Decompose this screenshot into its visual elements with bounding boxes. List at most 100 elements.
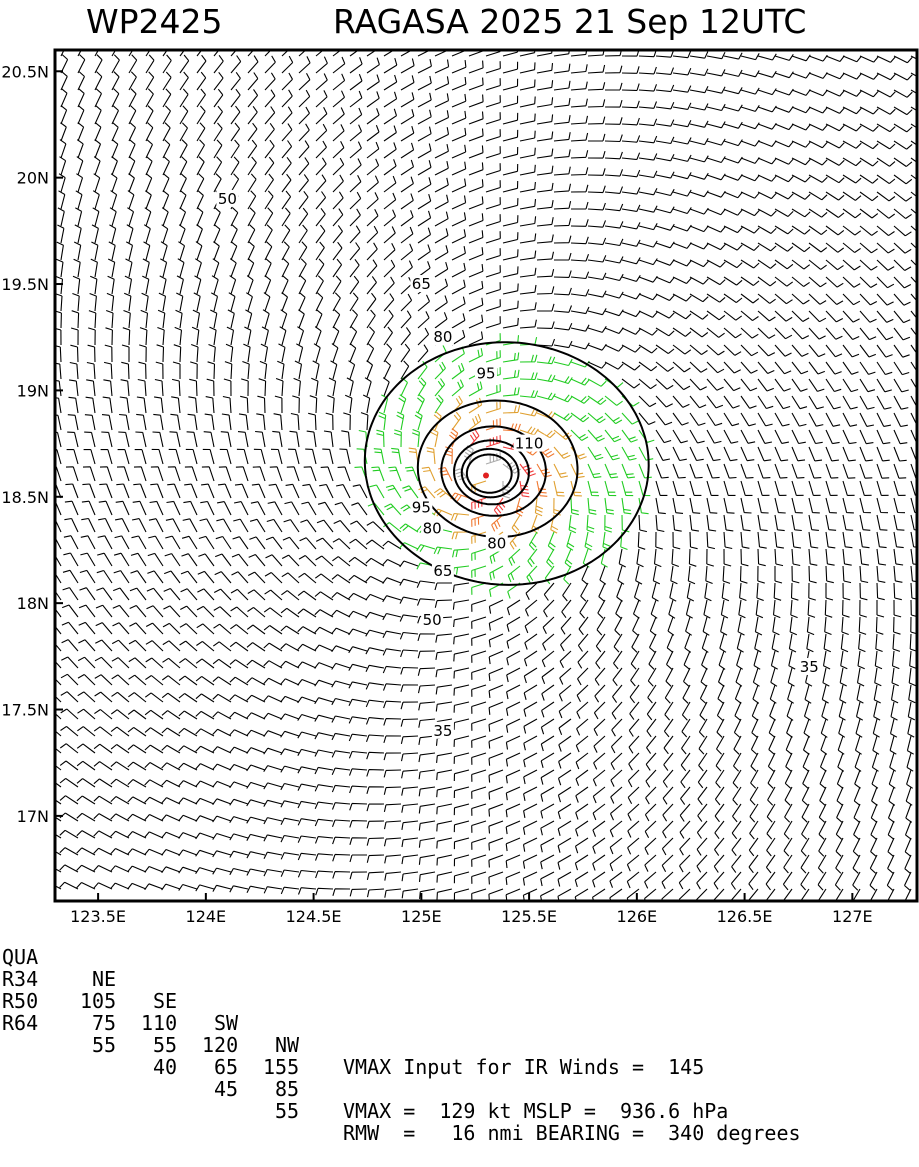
wind-barb <box>655 293 675 301</box>
wind-barb <box>315 157 327 176</box>
wind-barb <box>621 187 641 195</box>
wind-barb <box>160 258 168 278</box>
wind-barb <box>315 241 325 261</box>
wind-barb <box>570 81 588 91</box>
wind-barb <box>383 142 397 159</box>
wind-barb <box>76 173 84 193</box>
wind-barb <box>604 134 623 143</box>
wind-barb <box>788 650 796 670</box>
wind-barb <box>839 684 847 704</box>
wind-barb <box>536 114 554 125</box>
wind-barb <box>399 542 419 550</box>
wind-barb <box>297 766 317 774</box>
wind-barb <box>557 786 572 803</box>
wind-barb <box>161 224 169 244</box>
wind-barb <box>782 871 793 891</box>
wind-barb <box>258 378 267 397</box>
wind-barb <box>858 633 866 653</box>
wind-barb <box>662 769 674 788</box>
wind-barb <box>178 849 198 857</box>
wind-barb <box>417 294 431 312</box>
wind-barb <box>417 311 430 329</box>
wind-barb <box>817 888 827 901</box>
wind-barb <box>575 820 589 837</box>
wind-barb <box>543 599 555 618</box>
wind-barb <box>546 548 555 568</box>
wind-barb <box>451 363 465 380</box>
wind-barb <box>263 730 283 737</box>
wind-barb <box>519 96 536 108</box>
wind-barb <box>621 378 641 389</box>
wind-barb <box>766 837 776 857</box>
wind-barb <box>280 643 300 652</box>
wind-barb <box>281 241 290 261</box>
wind-barb <box>102 396 113 414</box>
wind-barb <box>706 480 719 496</box>
wind-barb <box>672 276 692 284</box>
wind-barb <box>286 466 300 482</box>
contour-65 <box>440 425 547 517</box>
wind-barb <box>164 553 181 567</box>
wind-barb <box>876 242 895 254</box>
wind-barb <box>417 394 425 414</box>
wind-barb <box>277 360 285 380</box>
wind-barb <box>366 242 378 261</box>
wind-barb <box>315 140 327 159</box>
wind-barb <box>366 276 377 295</box>
wind-barb <box>232 536 249 550</box>
wind-barb <box>740 242 760 251</box>
wind-barb <box>248 553 266 567</box>
wind-barb <box>55 590 62 601</box>
wind-barb <box>587 290 607 298</box>
wind-barb <box>229 258 237 278</box>
wind-barb <box>739 565 748 584</box>
wind-barb <box>281 275 289 295</box>
wind-barb <box>485 163 501 176</box>
wind-barb <box>264 190 274 210</box>
wind-barb <box>757 429 773 444</box>
wind-barb <box>570 497 579 516</box>
wind-barb <box>593 735 606 753</box>
wind-barb <box>842 565 852 584</box>
wind-barb <box>315 174 327 193</box>
wind-barb <box>893 106 913 116</box>
wind-barb <box>630 667 640 687</box>
wind-barb <box>280 817 300 825</box>
wind-barb <box>195 763 215 771</box>
wind-barb <box>706 225 726 233</box>
wind-barb <box>110 848 130 856</box>
wind-barb <box>672 480 685 496</box>
wind-barb <box>808 378 825 392</box>
wind-barb <box>331 592 351 601</box>
wind-barb <box>55 747 62 754</box>
wind-barb <box>136 396 147 414</box>
wind-barb <box>570 167 589 176</box>
wind-barb <box>212 711 232 720</box>
wind-barb <box>383 735 402 744</box>
wind-barb <box>655 241 675 249</box>
wind-barb <box>264 589 283 601</box>
wind-barb <box>313 343 321 363</box>
wind-barb <box>910 140 917 146</box>
wind-barb <box>471 497 487 510</box>
wind-barb <box>143 224 151 244</box>
wind-barb <box>574 854 589 871</box>
wind-barb <box>858 616 867 635</box>
wind-barb <box>331 645 351 653</box>
wind-barb <box>280 309 288 329</box>
wind-barb <box>230 50 237 57</box>
wind-barb <box>910 123 917 129</box>
wind-barb <box>906 769 914 789</box>
wind-barb <box>808 157 828 166</box>
r34-nw: 155 <box>263 1055 300 1079</box>
wind-barb <box>213 207 221 227</box>
wind-barb <box>570 150 589 159</box>
wind-barb <box>253 448 266 465</box>
wind-barb <box>179 88 189 108</box>
wind-barb <box>553 166 571 176</box>
wind-barb <box>825 429 840 445</box>
wind-barb <box>219 448 232 465</box>
wind-barb <box>149 500 164 516</box>
wind-barb <box>893 140 913 150</box>
wind-barb <box>468 179 484 193</box>
